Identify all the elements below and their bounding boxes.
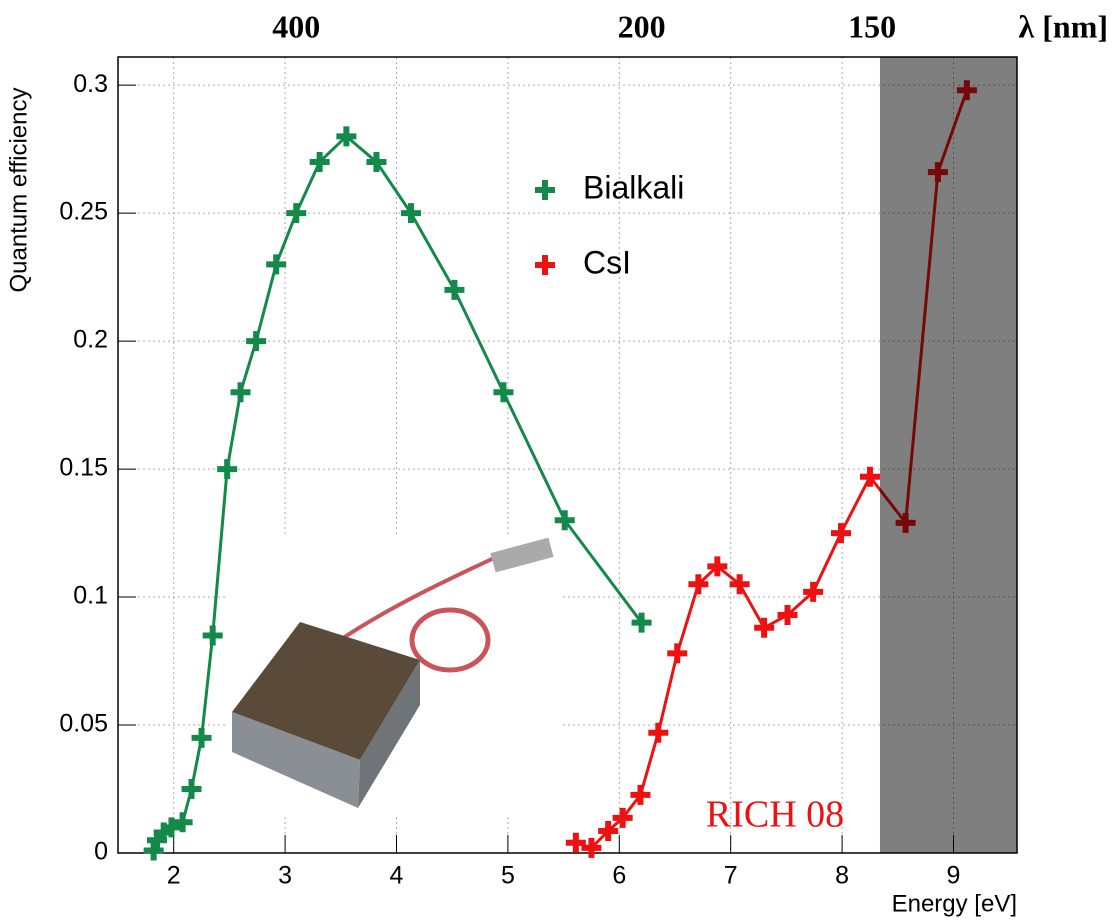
legend-marker — [535, 255, 555, 275]
data-point — [648, 723, 668, 743]
y-tick-label: 0.15 — [59, 454, 108, 482]
top-tick-label: 200 — [618, 8, 666, 44]
legend-label: Bialkali — [583, 169, 684, 205]
data-point — [444, 280, 464, 300]
chart: Quantum efficiency Energy [eV] λ [nm] RI… — [0, 0, 1113, 924]
data-point — [144, 840, 164, 860]
annotation: RICH 08 — [706, 794, 844, 836]
top-tick-label: 400 — [272, 8, 320, 44]
legend-marker — [535, 180, 555, 200]
top-tick-label: 150 — [848, 8, 896, 44]
x-tick-label: 4 — [390, 862, 404, 890]
x-tick-label: 3 — [278, 862, 292, 890]
x-tick-label: 8 — [835, 862, 849, 890]
data-point — [217, 459, 237, 479]
top-axis-label: λ [nm] — [1019, 8, 1108, 44]
data-point — [192, 728, 212, 748]
y-axis-label: Quantum efficiency — [5, 88, 32, 293]
data-point — [182, 779, 202, 799]
x-tick-label: 9 — [947, 862, 961, 890]
data-point — [493, 382, 513, 402]
data-point — [246, 331, 266, 351]
x-axis-label: Energy [eV] — [892, 890, 1017, 917]
y-tick-label: 0.25 — [59, 198, 108, 226]
data-point — [754, 618, 774, 638]
y-tick-label: 0.1 — [73, 582, 108, 610]
shaded-region — [880, 57, 1017, 853]
data-point — [286, 203, 306, 223]
y-tick-label: 0.2 — [73, 326, 108, 354]
data-point — [667, 643, 687, 663]
x-tick-label: 2 — [167, 862, 181, 890]
legend-label: CsI — [583, 244, 631, 280]
inset-photo — [228, 535, 563, 817]
x-tick-label: 7 — [724, 862, 738, 890]
data-point — [266, 254, 286, 274]
data-point — [401, 203, 421, 223]
y-tick-label: 0.3 — [73, 70, 108, 98]
y-tick-label: 0 — [94, 838, 108, 866]
data-point — [203, 625, 223, 645]
data-point — [231, 382, 251, 402]
data-point — [831, 523, 851, 543]
x-tick-label: 5 — [501, 862, 515, 890]
y-tick-label: 0.05 — [59, 710, 108, 738]
x-tick-label: 6 — [612, 862, 626, 890]
